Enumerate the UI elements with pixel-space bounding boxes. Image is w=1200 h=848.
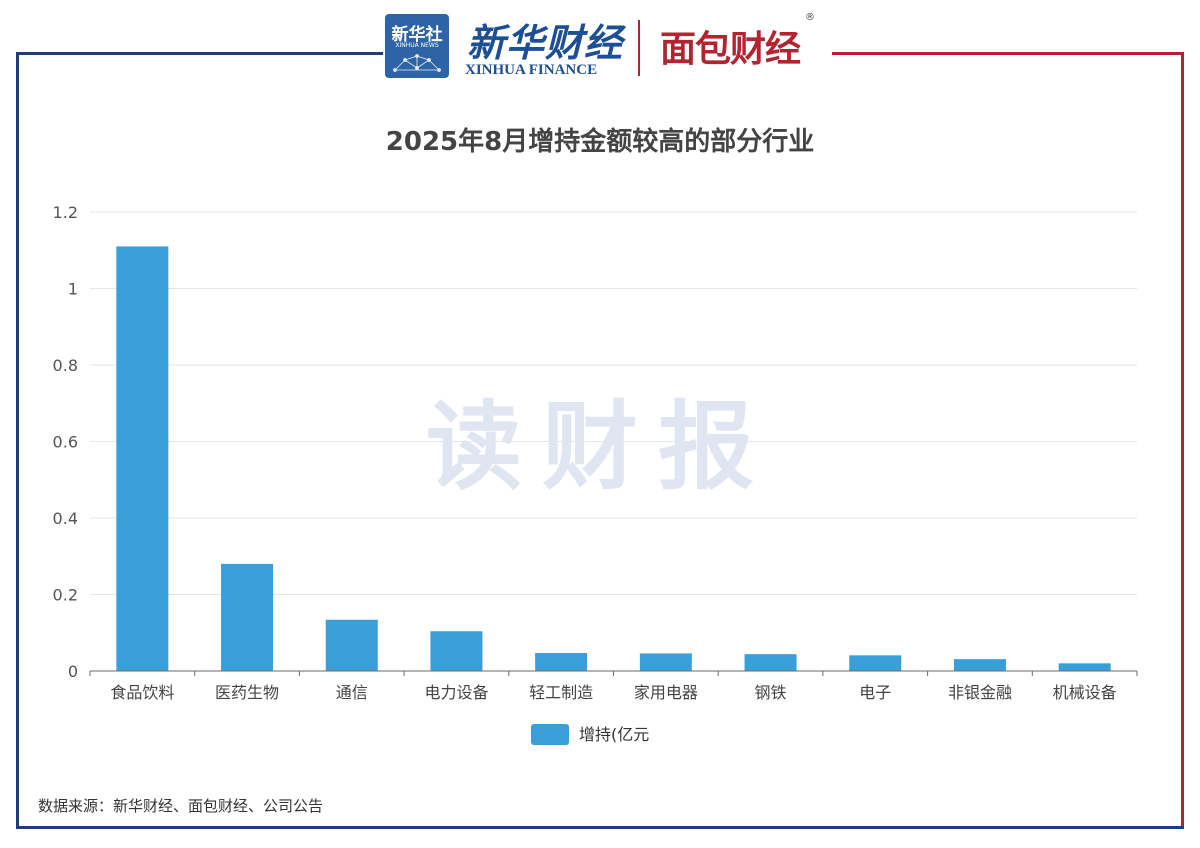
bars: [116, 246, 1111, 672]
y-tick-label: 0: [68, 662, 78, 681]
frame-right-border: [1181, 52, 1184, 828]
xinhua-news-logo: 新华社 XINHUA NEWS: [385, 14, 449, 78]
bar: [953, 659, 1006, 671]
bar: [221, 563, 274, 671]
y-tick-label: 0.8: [53, 356, 78, 375]
x-tick-label: 食品饮料: [110, 683, 174, 702]
xinhua-finance-logo-cn: 新华财经: [467, 20, 624, 65]
xinhua-finance-logo-en: XINHUA FINANCE: [465, 62, 598, 78]
legend: 增持(亿元: [531, 724, 649, 745]
header-logos: 新华社 XINHUA NEWS 新华财经 XINHUA FINANCE 面包财经…: [385, 10, 830, 84]
frame-top-left-border: [16, 52, 383, 55]
x-tick-label: 钢铁: [755, 683, 787, 702]
chart-title: 2025年8月增持金额较高的部分行业: [386, 126, 814, 157]
bar: [325, 619, 378, 671]
y-axis-ticks: 0 0.2 0.4 0.6 0.8 1 1.2: [53, 203, 78, 681]
network-icon: [393, 54, 441, 72]
bar: [430, 631, 483, 671]
xinhua-badge-cn: 新华社: [391, 25, 443, 45]
x-tick-label: 轻工制造: [529, 683, 593, 702]
x-tick-label: 电子: [859, 683, 891, 702]
bar: [116, 246, 169, 672]
frame-left-border: [16, 52, 19, 828]
x-tick-label: 医药生物: [215, 683, 279, 702]
frame-top-right-border: [832, 52, 1184, 55]
registered-mark: ®: [805, 12, 815, 23]
frame-bottom-border: [16, 826, 1184, 829]
x-tick-label: 家用电器: [634, 683, 698, 702]
bar: [849, 655, 902, 671]
xinhua-badge-en: XINHUA NEWS: [395, 42, 439, 49]
logo-divider: [638, 20, 640, 76]
x-tick-label: 电力设备: [424, 683, 488, 702]
x-axis-ticks: 食品饮料 医药生物 通信 电力设备 轻工制造 家用电器 钢铁 电子 非银金融 机械设备: [89, 671, 1138, 702]
y-tick-label: 0.2: [53, 586, 78, 605]
x-tick-label: 机械设备: [1053, 683, 1117, 702]
y-tick-label: 1: [68, 280, 78, 299]
bar: [1058, 663, 1111, 671]
y-tick-label: 0.6: [53, 433, 78, 452]
bar: [535, 653, 588, 671]
bar: [744, 654, 797, 671]
watermark: 读财报: [426, 391, 774, 503]
source-note: 数据来源：新华财经、面包财经、公司公告: [38, 797, 324, 815]
legend-swatch: [531, 724, 569, 745]
x-tick-label: 通信: [336, 683, 368, 702]
mianbao-finance-logo: 面包财经: [660, 29, 801, 70]
bar: [639, 653, 692, 671]
x-tick-label: 非银金融: [948, 683, 1012, 702]
y-tick-label: 0.4: [53, 509, 78, 528]
y-tick-label: 1.2: [53, 203, 78, 222]
legend-label: 增持(亿元: [579, 725, 649, 744]
